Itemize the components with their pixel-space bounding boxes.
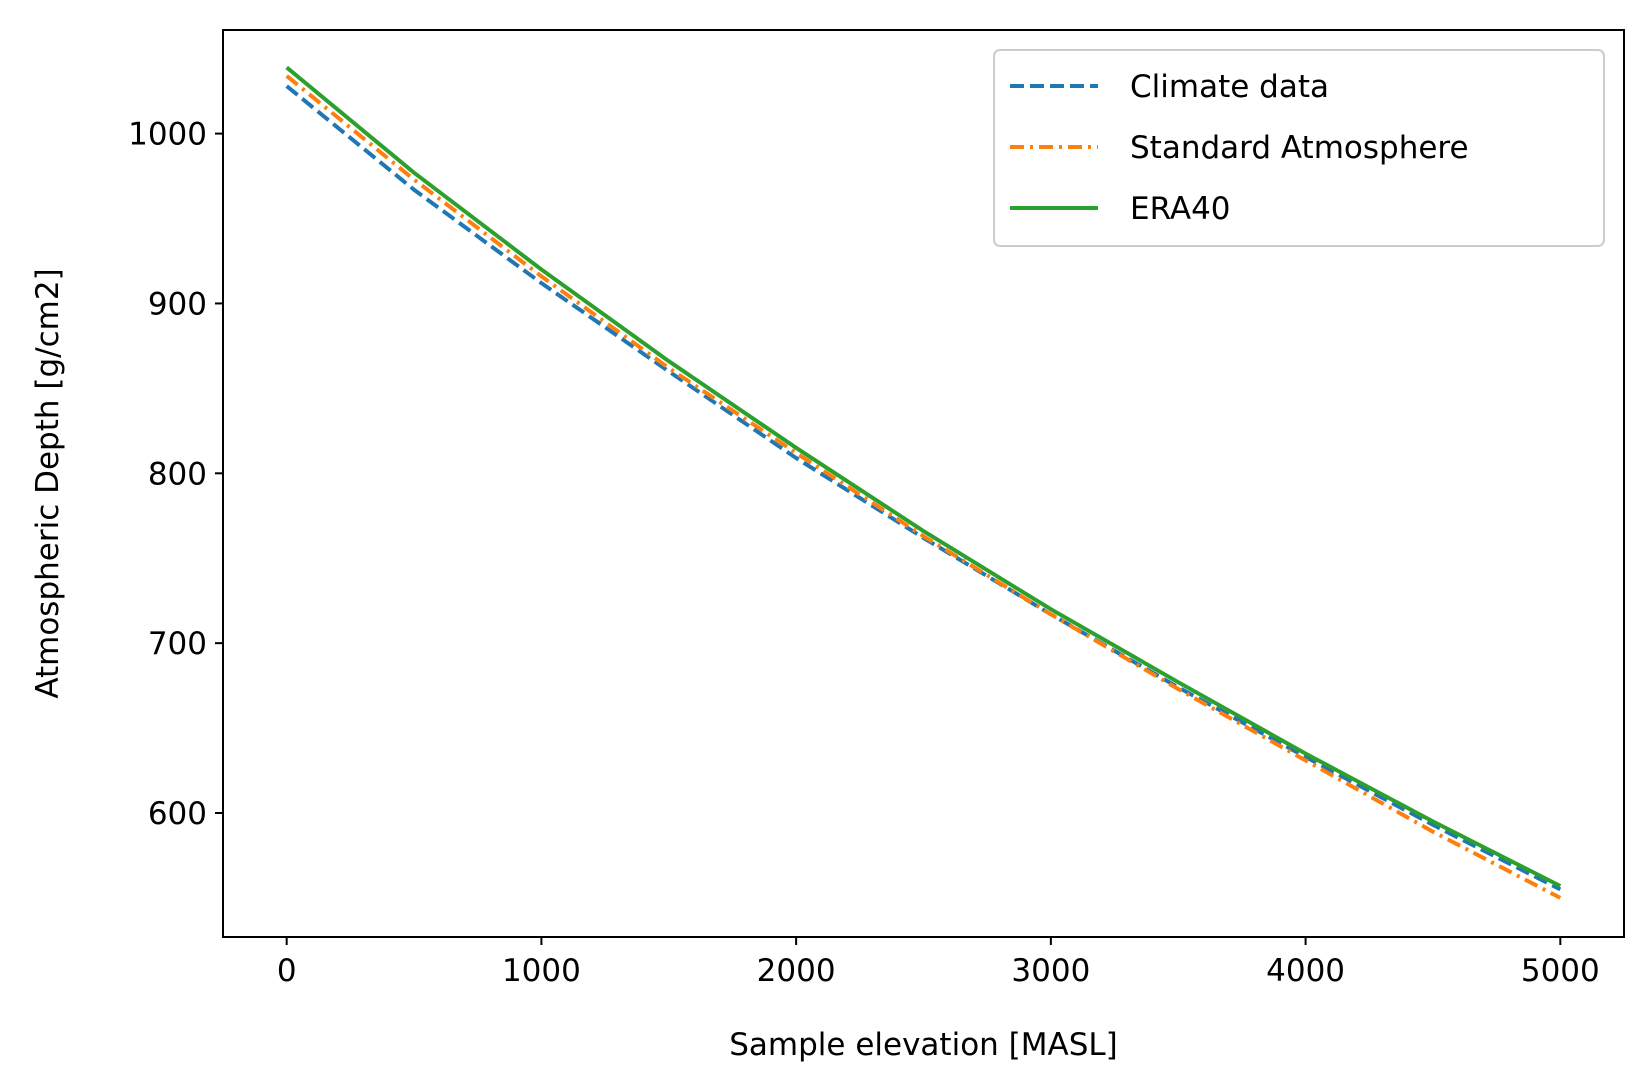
plot-frame — [222, 29, 1625, 938]
series-line-1 — [285, 74, 1562, 900]
legend: Climate data Standard Atmosphere ERA40 — [993, 49, 1605, 247]
legend-label-2: ERA40 — [1130, 191, 1231, 227]
x-tick-label: 4000 — [1266, 953, 1345, 989]
x-tick-label: 2000 — [757, 953, 836, 989]
y-axis-label: Atmospheric Depth [g/cm2] — [30, 268, 66, 698]
x-axis: 0 1000 2000 3000 4000 5000 — [277, 937, 1600, 989]
y-tick-label: 900 — [148, 286, 207, 322]
y-tick-label: 1000 — [128, 117, 207, 153]
x-tick-label: 5000 — [1521, 953, 1600, 989]
x-axis-label: Sample elevation [MASL] — [729, 1027, 1118, 1063]
legend-box — [993, 49, 1605, 247]
series-layer — [285, 65, 1562, 900]
y-axis: 600 700 800 900 1000 — [128, 117, 223, 832]
legend-label-0: Climate data — [1130, 69, 1329, 105]
y-tick-label: 700 — [148, 626, 207, 662]
x-tick-label: 1000 — [502, 953, 581, 989]
y-tick-label: 600 — [148, 796, 207, 832]
x-tick-label: 0 — [277, 953, 297, 989]
legend-label-1: Standard Atmosphere — [1130, 130, 1469, 166]
x-tick-label: 3000 — [1011, 953, 1090, 989]
y-tick-label: 800 — [148, 456, 207, 492]
series-line-2 — [285, 65, 1562, 888]
